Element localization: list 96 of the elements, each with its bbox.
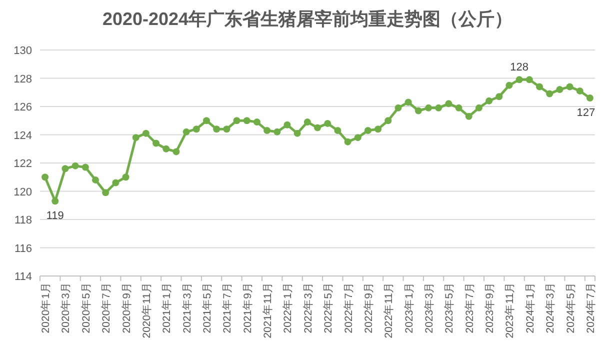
x-tick-label: 2021年9月 bbox=[242, 282, 254, 334]
x-tick-label: 2023年5月 bbox=[444, 282, 456, 334]
point bbox=[546, 90, 554, 98]
point bbox=[526, 76, 533, 84]
point bbox=[566, 83, 574, 90]
point bbox=[364, 127, 372, 134]
point bbox=[576, 87, 584, 94]
point bbox=[52, 198, 59, 205]
x-tick-label: 2024年1月 bbox=[524, 282, 536, 334]
point bbox=[414, 107, 422, 114]
point bbox=[435, 104, 442, 112]
x-tick-label: 2020年5月 bbox=[80, 282, 92, 334]
point bbox=[192, 126, 200, 133]
y-tick-label: 124 bbox=[14, 130, 32, 142]
point bbox=[264, 127, 271, 134]
point bbox=[324, 120, 332, 127]
point bbox=[354, 134, 362, 142]
point bbox=[243, 117, 250, 124]
point bbox=[314, 124, 321, 132]
x-tick-label: 2024年7月 bbox=[584, 282, 597, 334]
point bbox=[455, 104, 462, 112]
data-label: 128 bbox=[510, 62, 528, 74]
y-tick-label: 116 bbox=[14, 242, 32, 255]
point bbox=[516, 76, 523, 84]
point bbox=[536, 83, 543, 90]
x-tick-label: 2020年1月 bbox=[40, 282, 52, 334]
x-tick-label: 2023年1月 bbox=[403, 282, 416, 334]
point bbox=[475, 104, 482, 112]
point bbox=[445, 100, 452, 108]
x-tick-label: 2023年7月 bbox=[464, 282, 476, 334]
point bbox=[334, 127, 342, 134]
point bbox=[102, 189, 110, 196]
point bbox=[132, 134, 140, 142]
x-tick-label: 2023年3月 bbox=[424, 282, 436, 334]
point bbox=[586, 94, 594, 102]
y-tick-label: 130 bbox=[14, 45, 32, 57]
point bbox=[142, 130, 150, 137]
y-tick-label: 122 bbox=[14, 158, 32, 170]
point bbox=[233, 117, 240, 124]
point bbox=[556, 86, 564, 94]
point bbox=[162, 145, 170, 152]
point bbox=[274, 128, 281, 136]
data-label: 119 bbox=[46, 210, 64, 222]
point bbox=[152, 140, 160, 147]
x-tick-label: 2021年7月 bbox=[222, 282, 234, 334]
chart-title: 2020-2024年广东省生猪屠宰前均重走势图（公斤） bbox=[102, 9, 513, 29]
point bbox=[72, 162, 79, 170]
point bbox=[253, 118, 260, 126]
x-tick-label: 2022年3月 bbox=[302, 282, 314, 334]
x-tick-label: 2020年11月 bbox=[140, 282, 153, 338]
point bbox=[182, 128, 190, 136]
point bbox=[213, 126, 220, 133]
x-tick-label: 2024年3月 bbox=[544, 282, 557, 334]
y-tick-label: 114 bbox=[14, 271, 32, 283]
x-tick-label: 2022年9月 bbox=[362, 282, 375, 334]
x-tick-label: 2023年11月 bbox=[504, 282, 516, 338]
point bbox=[486, 97, 493, 104]
point bbox=[122, 174, 130, 181]
point bbox=[62, 165, 69, 172]
point bbox=[465, 112, 472, 120]
y-tick-label: 126 bbox=[14, 102, 32, 114]
y-tick-label: 118 bbox=[14, 214, 32, 226]
point bbox=[284, 121, 291, 128]
point bbox=[344, 138, 352, 146]
point bbox=[223, 126, 230, 133]
point bbox=[82, 164, 89, 171]
point bbox=[294, 130, 301, 137]
x-tick-label: 2022年11月 bbox=[383, 282, 396, 338]
point bbox=[394, 104, 402, 112]
point bbox=[404, 98, 412, 106]
y-tick-label: 120 bbox=[14, 186, 32, 198]
x-tick-label: 2020年3月 bbox=[60, 282, 72, 334]
x-tick-label: 2021年3月 bbox=[181, 282, 194, 334]
y-tick-label: 128 bbox=[14, 73, 32, 86]
point bbox=[425, 104, 432, 112]
point bbox=[92, 176, 99, 184]
data-label: 127 bbox=[576, 107, 596, 120]
point bbox=[172, 148, 180, 156]
point bbox=[112, 179, 120, 186]
x-tick-label: 2023年9月 bbox=[484, 282, 496, 334]
point bbox=[42, 174, 49, 181]
x-tick-label: 2024年5月 bbox=[564, 282, 577, 334]
point bbox=[304, 118, 311, 126]
point bbox=[506, 82, 513, 89]
x-tick-label: 2021年11月 bbox=[262, 282, 274, 338]
point bbox=[496, 93, 503, 100]
x-tick-label: 2022年5月 bbox=[322, 282, 335, 334]
point bbox=[384, 117, 392, 124]
x-tick-label: 2020年7月 bbox=[100, 282, 113, 334]
point bbox=[203, 117, 210, 124]
x-tick-label: 2021年5月 bbox=[202, 282, 214, 334]
x-tick-label: 2021年1月 bbox=[161, 282, 174, 334]
x-tick-label: 2020年9月 bbox=[120, 282, 133, 334]
x-tick-label: 2022年7月 bbox=[342, 282, 355, 334]
point bbox=[374, 126, 382, 133]
x-tick-label: 2022年1月 bbox=[282, 282, 294, 334]
